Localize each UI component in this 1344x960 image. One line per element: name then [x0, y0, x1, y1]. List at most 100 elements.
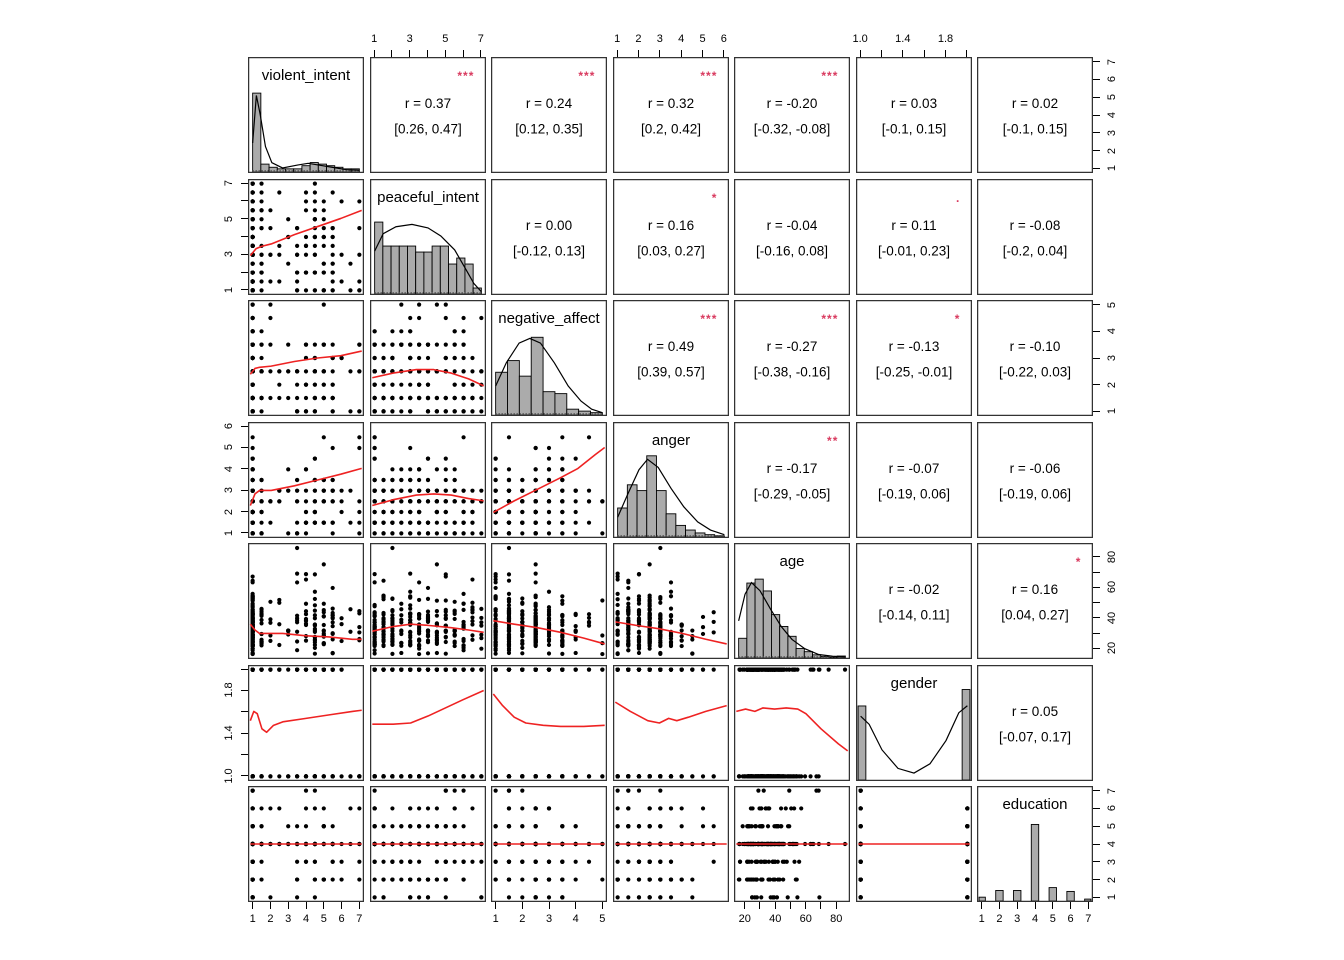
correlation-value: r = 0.00: [526, 218, 572, 233]
confidence-interval: [-0.19, 0.06]: [877, 486, 949, 501]
panel-border: [733, 421, 851, 538]
panel-scatter-gender-vs-anger: [612, 664, 729, 786]
significance-stars: .: [956, 191, 960, 205]
panel-corr-violent_intent-vs-age: *** r = -0.20 [-0.32, -0.08]: [733, 56, 851, 178]
panel-scatter-education-vs-anger: [612, 785, 729, 907]
axis-label: 5: [442, 33, 449, 45]
axis-label: 40: [769, 913, 782, 925]
confidence-interval: [0.12, 0.35]: [515, 122, 583, 137]
significance-stars: **: [827, 434, 838, 448]
variable-name-label: negative_affect: [498, 310, 600, 327]
axis-label: 1: [614, 33, 621, 45]
correlation-value: r = 0.24: [526, 96, 573, 111]
axis-tick: [373, 50, 375, 57]
correlation-value: r = -0.10: [1010, 339, 1061, 354]
axis-label: 1: [223, 529, 235, 536]
axis-label: 60: [1106, 581, 1118, 594]
panel-border: [976, 56, 1094, 174]
confidence-interval: [-0.16, 0.08]: [756, 243, 828, 258]
panel-diagonal-age: age: [733, 542, 851, 664]
axis-label: 5: [1106, 301, 1118, 308]
correlation-value: r = -0.17: [767, 461, 818, 476]
axis-tick: [789, 902, 791, 909]
scatter-points: [250, 545, 362, 657]
panel-corr-negative_affect-vs-education: r = -0.10 [-0.22, 0.03]: [976, 299, 1094, 421]
correlation-value: r = -0.27: [767, 339, 818, 354]
panel-scatter-gender-vs-violent_intent: [247, 664, 365, 786]
axis-label: 6: [338, 913, 345, 925]
panel-border: [490, 56, 608, 174]
scatter-points: [372, 788, 483, 900]
correlation-value: r = -0.20: [767, 96, 818, 111]
panel-scatter-gender-vs-negative_affect: [490, 664, 608, 786]
axis-label: 2: [223, 508, 235, 515]
panel-border: [855, 785, 972, 903]
axis-label: 3: [285, 913, 292, 925]
axis-tick: [241, 271, 248, 273]
axis-tick: [637, 50, 639, 57]
axis-label: 4: [1106, 328, 1118, 335]
panel-border: [976, 178, 1094, 295]
axis-tick: [241, 732, 248, 734]
variable-name-label: violent_intent: [262, 67, 351, 84]
axis-label: 7: [1106, 58, 1118, 65]
panel-corr-peaceful_intent-vs-education: r = -0.08 [-0.2, 0.04]: [976, 178, 1094, 300]
fit-line: [249, 623, 362, 641]
correlation-value: r = 0.16: [1012, 582, 1058, 597]
variable-name-label: age: [779, 553, 804, 570]
histogram-bars: [252, 92, 360, 173]
axis-tick: [269, 902, 271, 909]
axis-tick: [241, 200, 248, 202]
panel-border: [369, 56, 486, 174]
axis-tick: [1093, 384, 1100, 386]
panel-border: [490, 299, 608, 417]
histogram-bars: [373, 221, 482, 294]
axis-label: 1: [1106, 165, 1118, 172]
axis-label: 1: [978, 913, 985, 925]
axis-tick: [480, 50, 482, 57]
panel-border: [369, 421, 486, 538]
axis-tick: [241, 236, 248, 237]
panel-border: [733, 785, 851, 903]
axis-tick: [759, 902, 761, 909]
panel-border: [612, 56, 729, 174]
axis-tick: [1093, 807, 1100, 809]
scatter-points: [493, 434, 605, 535]
panel-corr-negative_affect-vs-age: *** r = -0.27 [-0.38, -0.16]: [733, 299, 851, 421]
axis-tick: [659, 50, 661, 57]
axis-label: 3: [406, 33, 413, 45]
panel-corr-peaceful_intent-vs-negative_affect: r = 0.00 [-0.12, 0.13]: [490, 178, 608, 300]
panel-corr-anger-vs-gender: r = -0.07 [-0.19, 0.06]: [855, 421, 972, 543]
axis-tick: [241, 446, 248, 448]
axis-tick: [305, 902, 307, 909]
correlation-value: r = 0.02: [1012, 96, 1058, 111]
confidence-interval: [-0.1, 0.15]: [1003, 122, 1068, 137]
correlation-value: r = -0.06: [1010, 461, 1061, 476]
axis-tick: [1093, 617, 1100, 619]
axis-label: 1: [223, 286, 235, 293]
confidence-interval: [-0.22, 0.03]: [999, 365, 1071, 380]
axis-label: 4: [1106, 111, 1118, 119]
axis-tick: [1093, 357, 1100, 359]
panel-border: [369, 785, 486, 903]
axis-tick: [1052, 902, 1054, 909]
panel-corr-peaceful_intent-vs-anger: * r = 0.16 [0.03, 0.27]: [612, 178, 729, 300]
confidence-interval: [-0.29, -0.05]: [754, 486, 831, 501]
panel-border: [612, 421, 729, 538]
significance-stars: ***: [578, 69, 595, 83]
correlation-value: r = 0.05: [1012, 704, 1058, 719]
axis-tick: [820, 902, 822, 909]
panel-border: [247, 664, 365, 781]
axis-label: 2: [1106, 147, 1118, 154]
axis-tick: [241, 689, 248, 691]
axis-label: 5: [599, 913, 606, 925]
fit-line: [249, 467, 362, 506]
axis-tick: [1093, 114, 1100, 116]
fit-line: [371, 368, 484, 387]
panel-border: [490, 421, 608, 538]
correlation-value: r = -0.08: [1010, 218, 1061, 233]
axis-label: 5: [223, 444, 235, 451]
panel-border: [247, 178, 365, 295]
confidence-interval: [-0.12, 0.13]: [513, 243, 585, 258]
axis-tick: [241, 754, 248, 756]
